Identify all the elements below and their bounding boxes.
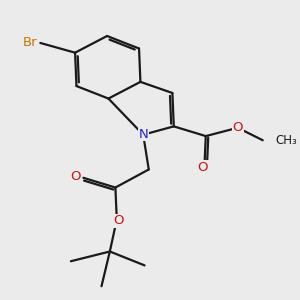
Text: O: O [70, 170, 81, 183]
Text: O: O [113, 214, 123, 227]
Text: O: O [198, 161, 208, 174]
Text: N: N [139, 128, 148, 141]
Text: Br: Br [23, 36, 38, 50]
Text: O: O [232, 121, 243, 134]
Text: CH₃: CH₃ [275, 134, 297, 147]
